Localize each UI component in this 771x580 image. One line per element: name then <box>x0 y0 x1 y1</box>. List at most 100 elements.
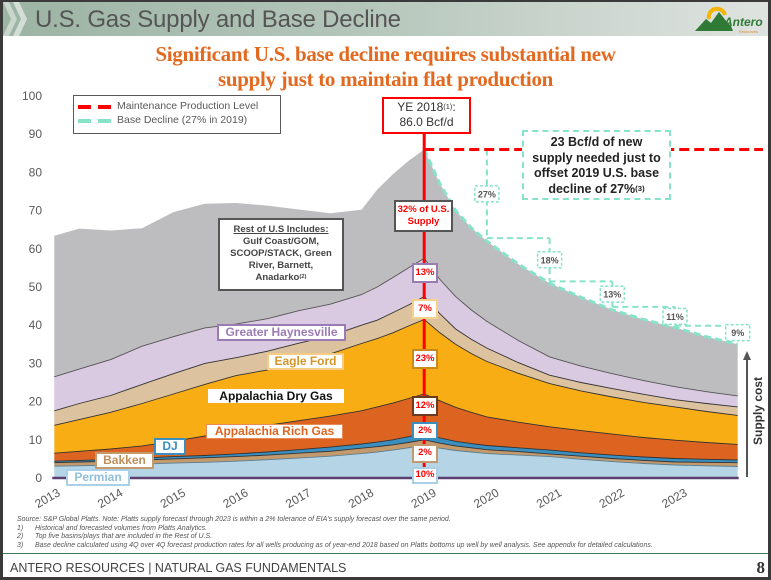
area-permian <box>54 445 738 478</box>
page-title: U.S. Gas Supply and Base Decline <box>35 6 401 33</box>
antero-logo: Antero Resources <box>695 6 763 34</box>
footnotes: Source: S&P Global Platts. Note: Platts … <box>17 516 653 551</box>
footnote-item: 1) Historical and forecasted volumes from… <box>17 525 451 534</box>
rest-of-us-line: Gulf Coast/GOM, <box>243 236 319 247</box>
base-decline-label: 18% <box>536 251 563 269</box>
share-box-appalachia-rich: 12% <box>412 396 438 416</box>
base-decline-label-box <box>474 185 500 203</box>
y-tick-label: 80 <box>29 165 43 179</box>
base-decline-label-text: 9% <box>731 328 744 338</box>
base-decline-group: 27% 18% 13% 11% 9% <box>422 148 751 346</box>
rest-of-us-line: Anadarko(2) <box>220 272 342 284</box>
chevron-decoration-icon <box>3 2 27 36</box>
x-tick-label: 2020 <box>471 485 501 511</box>
mountain-icon <box>695 12 733 31</box>
y-tick-label: 30 <box>29 356 43 370</box>
base-decline-label: 9% <box>724 323 751 342</box>
base-decline-label-box <box>536 251 563 269</box>
area-appalachia-rich <box>54 394 738 462</box>
share-box-haynesville: 13% <box>412 263 438 283</box>
rest-of-us-line: River, Barnett, <box>248 260 314 271</box>
y-tick-label: 40 <box>29 318 43 332</box>
ye-label: YE 2018 <box>397 100 444 114</box>
supply-cost-label: Supply cost <box>751 377 765 446</box>
base-decline-label-box <box>724 323 751 342</box>
logo-subname: Resources <box>739 29 758 34</box>
y-tick-label: 10 <box>29 433 43 447</box>
x-tick-label: 2019 <box>409 485 439 511</box>
x-tick-label: 2023 <box>659 485 689 511</box>
series-label-dj: DJ <box>154 438 186 455</box>
callout-line: decline of 27%(3) <box>524 182 669 198</box>
ye-suffix: : <box>452 100 456 114</box>
base-decline-curve <box>422 148 739 346</box>
subtitle-line-1: Significant U.S. base decline requires s… <box>155 42 616 66</box>
share-box-permian: 10% <box>412 467 438 484</box>
base-decline-label: 27% <box>474 185 500 203</box>
footnote-text: Historical and forecasted volumes from P… <box>35 524 208 532</box>
callout-line: 23 Bcf/d of new <box>550 135 643 149</box>
share-box-appalachia-dry: 23% <box>412 349 438 369</box>
footnote-text: Top five basins/plays that are included … <box>35 533 213 541</box>
area-appalachia-dry <box>54 319 738 454</box>
area-eagle-ford <box>54 296 738 426</box>
rest-of-us-heading: Rest of U.S Includes: <box>233 224 329 235</box>
red-dash-swatch-icon <box>78 105 111 109</box>
base-decline-label-text: 11% <box>666 312 684 322</box>
rest-of-us-line: SCOOP/STACK, Green <box>230 248 332 259</box>
area-dj <box>54 433 738 463</box>
boundary-line-dj <box>54 432 738 462</box>
rest-of-us-text: Anadarko <box>255 272 300 283</box>
callout-line: offset 2019 U.S. base <box>533 166 660 180</box>
callout-line: supply needed just to <box>532 150 661 165</box>
footnote-source: Source: S&P Global Platts. Note: Platts … <box>17 516 451 525</box>
chevron-icon <box>13 2 27 36</box>
series-label-permian: Permian <box>66 469 130 486</box>
x-tick-label: 2015 <box>158 485 188 511</box>
boundary-line-eagle-ford <box>54 296 738 412</box>
chart-legend: Maintenance Production Level Base Declin… <box>73 95 281 134</box>
y-tick-label: 60 <box>29 242 43 256</box>
legend-label: Maintenance Production Level <box>117 100 259 112</box>
share-box-bakken: 2% <box>412 444 438 463</box>
series-label-bakken: Bakken <box>95 452 154 469</box>
footnote-number: 1) <box>17 524 24 532</box>
logo-name: Antero <box>723 15 763 29</box>
arrow-up-icon <box>743 351 751 360</box>
footnote-item: 3) Base decline calculated using 4Q over … <box>17 542 653 551</box>
footnote-item: 2) Top five basins/plays that are include… <box>17 533 451 542</box>
footnote-ref: (3) <box>635 183 645 193</box>
x-tick-label: 2016 <box>220 485 250 511</box>
sun-icon <box>706 6 727 20</box>
base-decline-label: 13% <box>599 285 626 303</box>
footer-divider <box>3 553 768 554</box>
boundary-line-haynesville <box>54 257 738 397</box>
series-label-appalachia-dry: Appalachia Dry Gas <box>208 389 344 403</box>
x-tick-label: 2021 <box>534 485 564 511</box>
footnote-text: Base decline calculated using 4Q over 4Q… <box>35 542 653 550</box>
boundary-line-permian <box>54 444 738 467</box>
y-tick-label: 100 <box>22 89 42 103</box>
teal-dash-swatch-icon <box>78 119 111 123</box>
chevron-icon <box>3 2 17 36</box>
title-bar <box>3 2 768 36</box>
ye2018-callout-value: 86.0 Bcf/d <box>399 115 454 129</box>
base-decline-label-text: 27% <box>478 189 496 199</box>
series-label-appalachia-rich: Appalachia Rich Gas <box>206 424 343 439</box>
footnote-source-text: Source: S&P Global Platts. Note: Platts … <box>17 516 451 523</box>
legend-label: Base Decline (27% in 2019) <box>117 114 248 126</box>
share-box-eagle-ford: 7% <box>412 299 438 319</box>
footer-text: ANTERO RESOURCES | NATURAL GAS FUNDAMENT… <box>10 561 347 575</box>
area-rest-of-us <box>54 149 738 396</box>
page-number: 8 <box>756 558 766 577</box>
base-decline-label-text: 13% <box>603 290 621 300</box>
y-tick-label: 0 <box>35 471 42 485</box>
rest-of-us-callout: Rest of U.S Includes: Gulf Coast/GOM, SC… <box>218 218 344 291</box>
series-label-haynesville: Greater Haynesville <box>217 324 346 341</box>
callout-text: decline of 27% <box>548 181 636 196</box>
base-decline-label: 11% <box>662 307 688 326</box>
footnote-number: 2) <box>17 533 24 541</box>
footnote-ref: (2) <box>299 274 307 280</box>
